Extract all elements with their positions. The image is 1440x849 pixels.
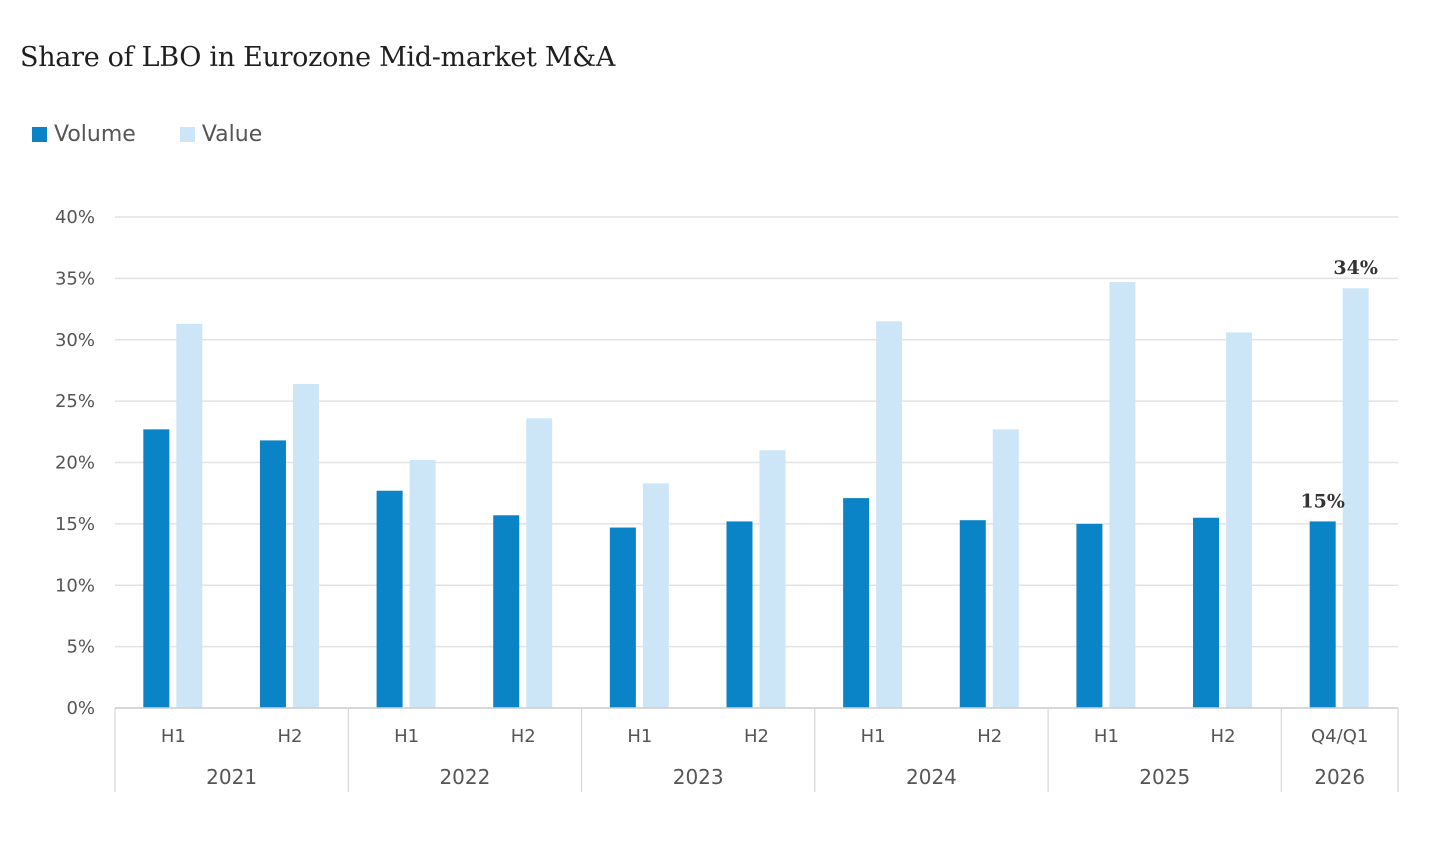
x-tick-label: H2 bbox=[744, 726, 769, 747]
x-tick-label: H1 bbox=[161, 726, 186, 747]
data-label: 34% bbox=[1333, 257, 1378, 279]
x-tick-label: H2 bbox=[511, 726, 536, 747]
bar-value bbox=[759, 450, 786, 708]
legend-item-value: Value bbox=[179, 122, 263, 147]
x-tick-label: H1 bbox=[394, 726, 419, 747]
x-group-label: 2023 bbox=[673, 765, 724, 789]
bar-volume bbox=[1076, 523, 1103, 708]
bar-volume bbox=[959, 520, 986, 708]
bar-value bbox=[526, 418, 553, 708]
bar-value bbox=[176, 323, 203, 708]
x-tick-label: H2 bbox=[977, 726, 1002, 747]
x-group-label: 2026 bbox=[1314, 765, 1365, 789]
bar-value bbox=[1109, 282, 1136, 708]
x-tick-label: H1 bbox=[861, 726, 886, 747]
bar-volume bbox=[1193, 517, 1220, 708]
bar-value bbox=[1342, 288, 1369, 708]
bar-value bbox=[292, 383, 319, 708]
y-tick-label: 5% bbox=[66, 637, 95, 658]
y-tick-label: 20% bbox=[55, 453, 95, 474]
x-tick-label: H2 bbox=[277, 726, 302, 747]
bar-value bbox=[992, 429, 1019, 708]
legend: Volume Value bbox=[32, 122, 306, 147]
x-group-label: 2022 bbox=[439, 765, 490, 789]
chart-title: Share of LBO in Eurozone Mid-market M&A bbox=[20, 42, 616, 73]
bar-value bbox=[876, 321, 903, 708]
y-tick-label: 25% bbox=[55, 391, 95, 412]
x-tick-label: H1 bbox=[627, 726, 652, 747]
x-tick-label: H2 bbox=[1211, 726, 1236, 747]
bar-volume bbox=[726, 521, 753, 708]
bar-value bbox=[1226, 332, 1253, 708]
legend-item-volume: Volume bbox=[32, 122, 136, 147]
bar-volume bbox=[843, 498, 870, 708]
bar-volume bbox=[1309, 521, 1336, 708]
x-group-label: 2024 bbox=[906, 765, 957, 789]
y-tick-label: 15% bbox=[55, 514, 95, 535]
y-tick-label: 30% bbox=[55, 330, 95, 351]
x-group-label: 2021 bbox=[206, 765, 257, 789]
legend-swatch-volume bbox=[32, 127, 47, 142]
y-tick-label: 35% bbox=[55, 268, 95, 289]
bar-volume bbox=[609, 527, 636, 708]
y-tick-label: 0% bbox=[66, 698, 95, 719]
x-group-label: 2025 bbox=[1139, 765, 1190, 789]
bar-volume bbox=[143, 429, 170, 708]
x-tick-label: Q4/Q1 bbox=[1311, 726, 1368, 747]
legend-label-value: Value bbox=[201, 122, 263, 147]
legend-swatch-value bbox=[179, 127, 195, 142]
bar-value bbox=[642, 483, 669, 708]
data-label: 15% bbox=[1300, 490, 1345, 512]
bar-volume bbox=[493, 515, 520, 708]
x-tick-label: H1 bbox=[1094, 726, 1119, 747]
y-tick-label: 10% bbox=[55, 575, 95, 596]
bar-value bbox=[409, 460, 436, 708]
y-tick-label: 40% bbox=[55, 207, 95, 228]
legend-label-volume: Volume bbox=[54, 122, 136, 147]
bar-volume bbox=[376, 490, 403, 708]
bar-volume bbox=[259, 440, 286, 708]
